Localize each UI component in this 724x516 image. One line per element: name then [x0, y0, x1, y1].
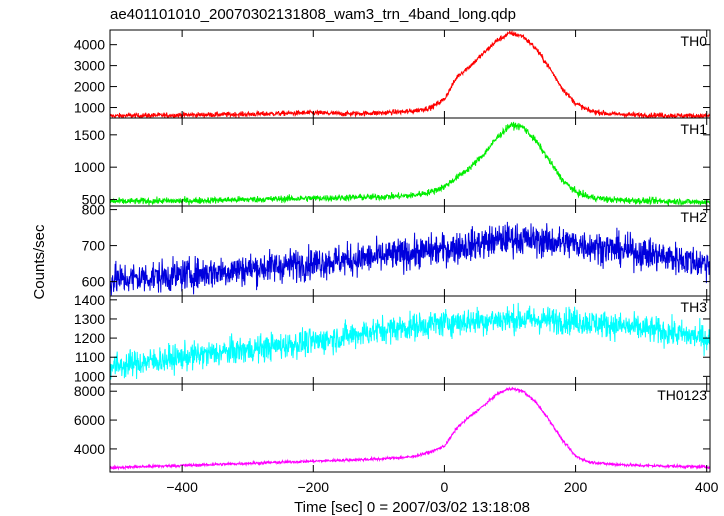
- panel-frame: [109, 295, 711, 385]
- panel-th2: 600 700 800 TH2: [82, 202, 711, 297]
- y-tick-label: 500: [82, 192, 106, 208]
- panel-th3: 1000 1100 1200 1300 1400 TH3: [74, 292, 711, 385]
- panel-frame: [109, 117, 711, 207]
- y-tick-label: 600: [82, 274, 106, 290]
- x-axis-label: Time [sec] 0 = 2007/03/02 13:18:08: [294, 499, 530, 516]
- y-tick-label: 1000: [74, 159, 105, 175]
- series-line-th0: [110, 30, 710, 118]
- x-tick-label: −400: [166, 479, 198, 495]
- y-tick-label: 4000: [74, 441, 105, 457]
- x-tick-label: 0: [441, 479, 449, 495]
- y-tick-label: 6000: [74, 412, 105, 428]
- panel-frame: [109, 29, 711, 119]
- series-label: TH1: [681, 121, 708, 137]
- y-tick-label: 3000: [74, 58, 105, 74]
- y-tick-label: 1200: [74, 330, 105, 346]
- series-line-th1: [110, 121, 710, 206]
- y-tick-label: 800: [82, 202, 106, 218]
- y-tick-label: 2000: [74, 79, 105, 95]
- y-tick-label: 4000: [74, 37, 105, 53]
- series-label: TH0123: [657, 387, 707, 403]
- series-label: TH2: [681, 209, 708, 225]
- series-line-th2: [110, 221, 710, 296]
- x-tick-label: −200: [298, 479, 330, 495]
- y-tick-label: 1000: [74, 100, 105, 116]
- y-axis-label: Counts/sec: [31, 224, 48, 300]
- y-tick-label: 1000: [74, 368, 105, 384]
- y-tick-label: 1500: [74, 127, 105, 143]
- panel-frame: [109, 383, 711, 473]
- y-tick-label: 1100: [75, 349, 105, 365]
- x-tick-label: 400: [695, 479, 719, 495]
- y-tick-label: 700: [82, 238, 106, 254]
- series-label: TH0: [681, 33, 708, 49]
- x-tick-label: 200: [564, 479, 588, 495]
- series-line-th0123: [110, 386, 710, 471]
- y-tick-label: 1300: [74, 311, 105, 327]
- series-label: TH3: [681, 299, 708, 315]
- chart-title: ae401101010_20070302131808_wam3_trn_4ban…: [110, 6, 516, 23]
- y-tick-label: 1400: [74, 292, 105, 308]
- y-tick-label: 8000: [74, 383, 105, 399]
- panel-th0123: 4000 6000 8000 TH0123: [74, 383, 711, 473]
- series-line-th3: [110, 302, 710, 380]
- panel-th0: 1000 2000 3000 4000 TH0: [74, 29, 711, 119]
- panel-th1: 500 1000 1500 TH1: [74, 117, 711, 208]
